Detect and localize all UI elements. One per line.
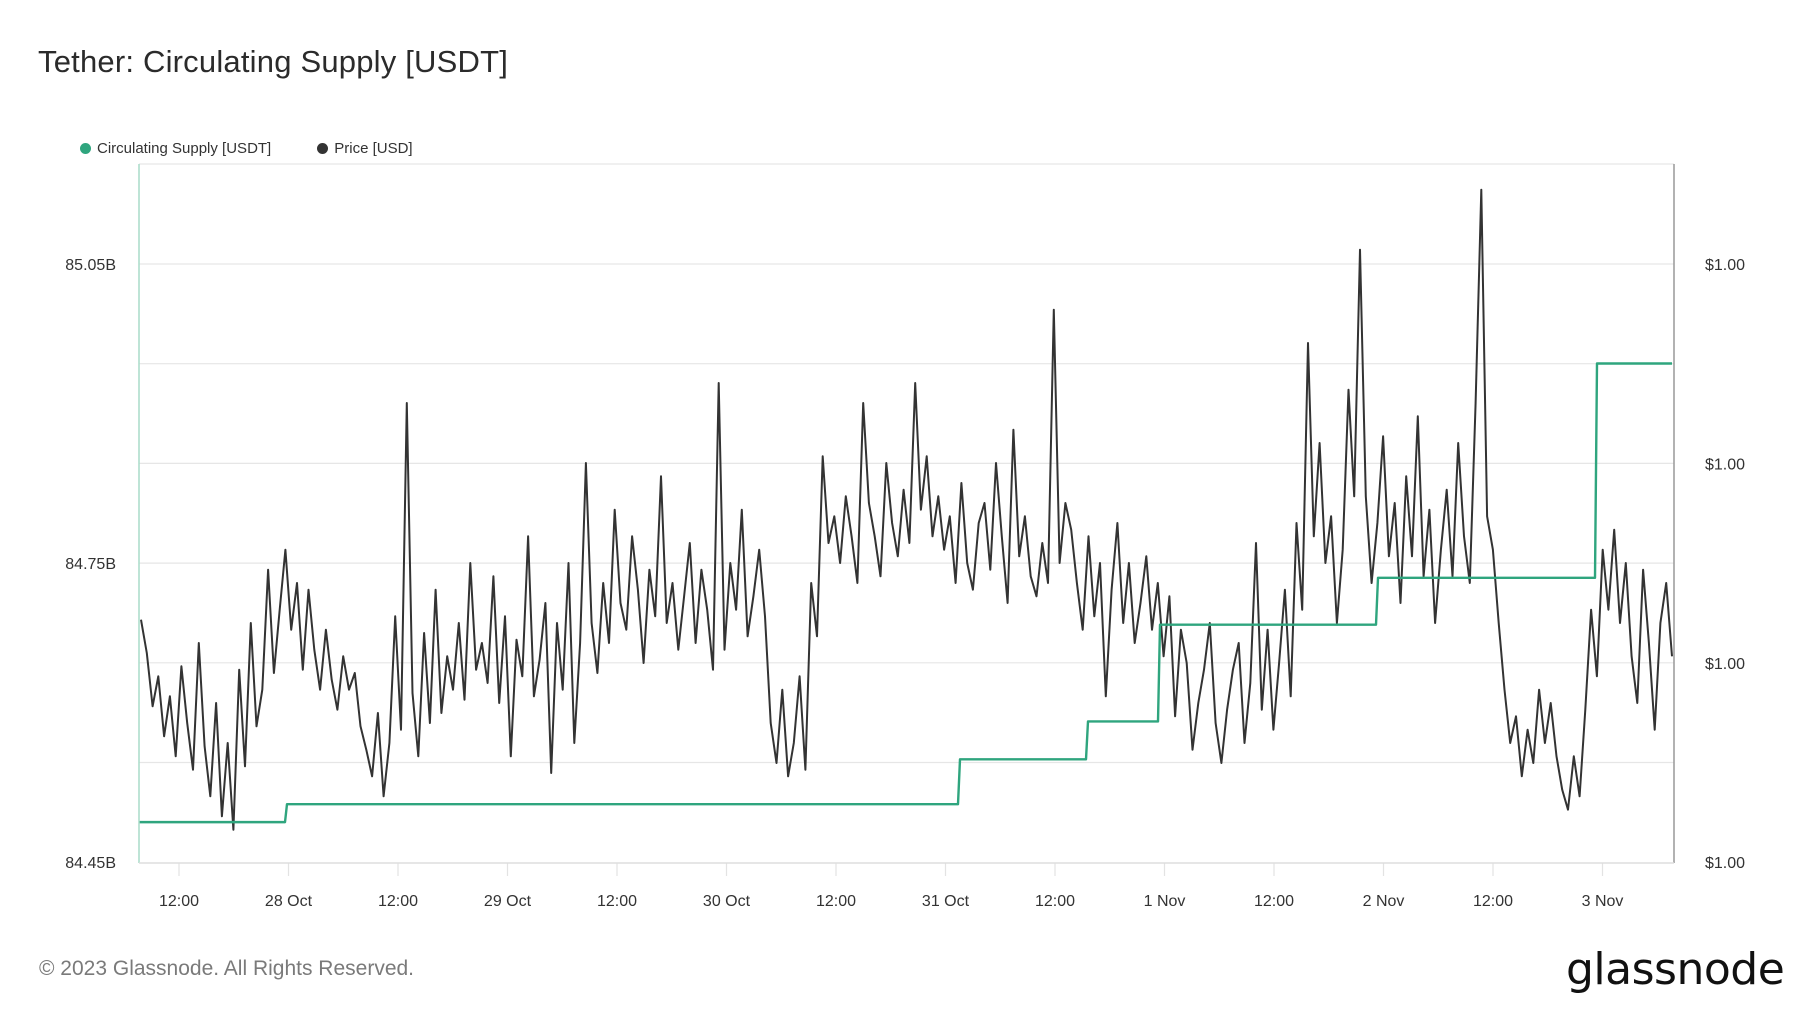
x-tick-label: 2 Nov: [1363, 893, 1405, 910]
right-tick-label: $1.00: [1705, 257, 1745, 274]
legend-label: Price [USD]: [334, 140, 413, 157]
x-tick-label: 28 Oct: [265, 893, 313, 910]
legend-dot-icon: [317, 143, 329, 154]
x-tick-label: 12:00: [159, 893, 199, 910]
glassnode-logo: glassnode: [1566, 944, 1785, 995]
x-axis: 12:00 28 Oct 12:00 29 Oct 12:00 30 Oct 12:00 31…: [159, 863, 1624, 910]
chart-title: Tether: Circulating Supply [USDT]: [38, 44, 509, 79]
left-tick-label: 84.45B: [65, 855, 116, 872]
left-tick-label: 84.75B: [65, 556, 116, 573]
x-tick-label: 12:00: [1035, 893, 1075, 910]
legend-item-price[interactable]: Price [USD]: [317, 140, 413, 157]
legend-item-supply[interactable]: Circulating Supply [USDT]: [80, 140, 271, 157]
grid-lines: [139, 163, 1674, 764]
x-tick-label: 12:00: [1473, 893, 1513, 910]
x-tick-label: 12:00: [1254, 893, 1294, 910]
right-tick-label: $1.00: [1705, 456, 1745, 473]
x-tick-label: 30 Oct: [703, 893, 751, 910]
x-tick-label: 12:00: [816, 893, 856, 910]
right-tick-label: $1.00: [1705, 656, 1745, 673]
legend-label: Circulating Supply [USDT]: [97, 140, 272, 157]
x-tick-label: 29 Oct: [484, 893, 532, 910]
x-tick-label: 12:00: [597, 893, 637, 910]
supply-series-line: [139, 362, 1672, 824]
x-tick-label: 1 Nov: [1144, 893, 1186, 910]
legend-dot-icon: [80, 143, 91, 154]
right-y-axis: $1.00 $1.00 $1.00 $1.00: [1705, 257, 1745, 872]
x-tick-label: 31 Oct: [922, 893, 970, 910]
x-tick-label: 12:00: [378, 893, 418, 910]
right-tick-label: $1.00: [1705, 855, 1745, 872]
chart-legend: Circulating Supply [USDT] Price [USD]: [80, 140, 413, 157]
x-tick-label: 3 Nov: [1582, 893, 1624, 910]
price-series-line: [140, 188, 1673, 831]
left-tick-label: 85.05B: [65, 257, 116, 274]
copyright-text: © 2023 Glassnode. All Rights Reserved.: [39, 957, 415, 980]
